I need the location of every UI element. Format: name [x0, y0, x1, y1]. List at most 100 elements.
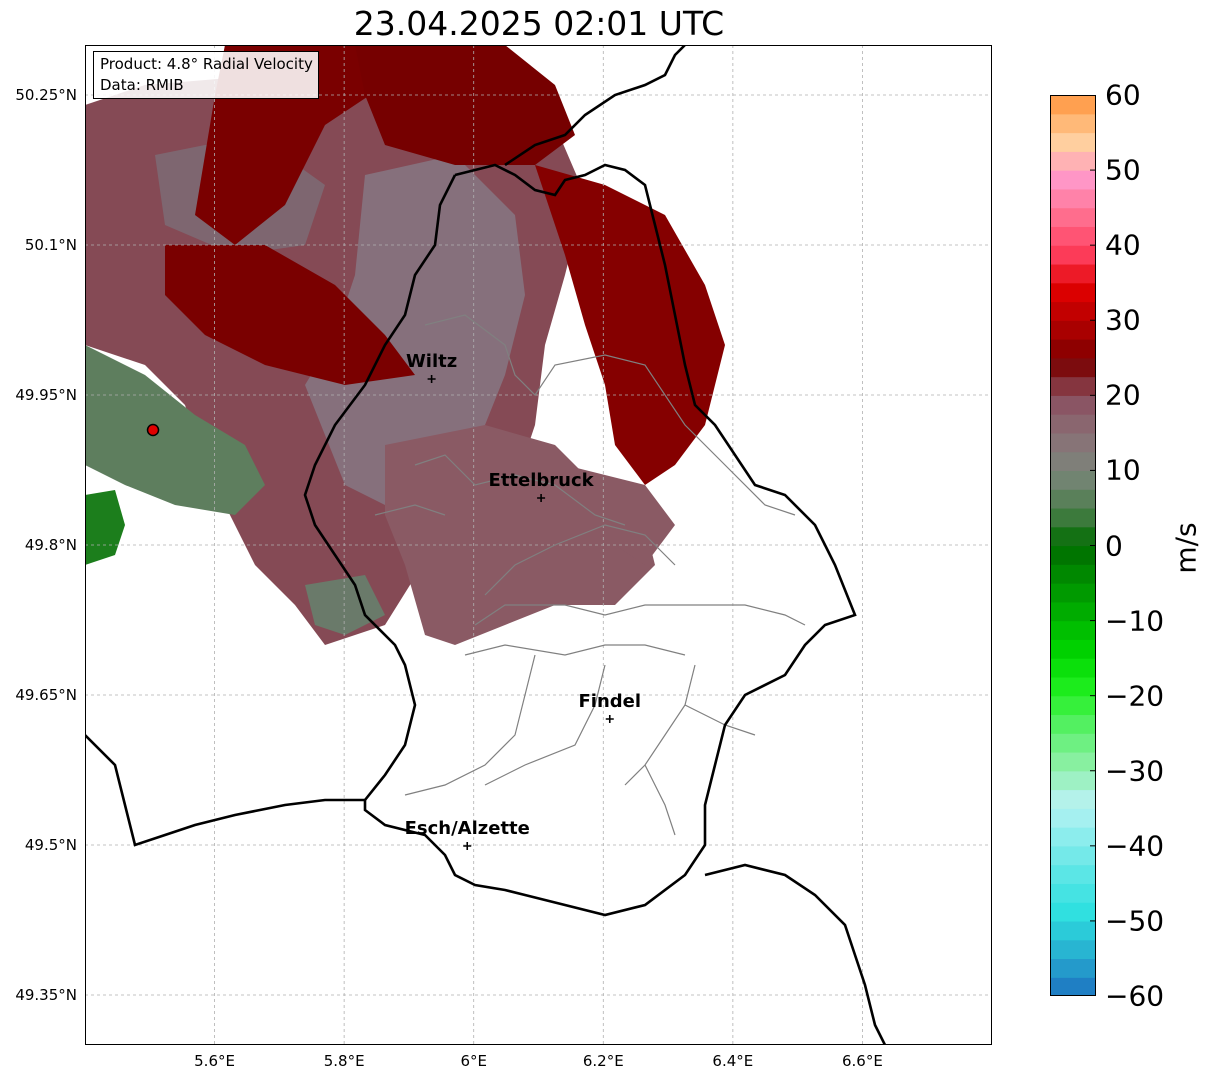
city-marker-3 [463, 842, 472, 850]
colorbar-label-0: 60 [1105, 78, 1141, 112]
colorbar-band-44 [1050, 151, 1096, 171]
product-info-box: Product: 4.8° Radial Velocity Data: RMIB [93, 51, 319, 99]
colorbar-band-22 [1050, 564, 1096, 584]
city-label-wiltz: Wiltz [405, 351, 458, 372]
y-tick-label-5: 49.5°N [24, 836, 77, 854]
colorbar-band-38 [1050, 263, 1096, 284]
colorbar-label-6: 0 [1105, 529, 1123, 562]
colorbar-label-4: 20 [1105, 378, 1141, 412]
echo-recede-east-band [535, 165, 725, 485]
colorbar-band-41 [1050, 207, 1096, 227]
colorbar-band-37 [1050, 282, 1096, 303]
colorbar-label-9: −30 [1105, 754, 1165, 788]
y-tick-label-6: 49.35°N [15, 986, 77, 1004]
echo-recede-core-nw [355, 45, 575, 165]
colorbar-band-5 [1050, 883, 1096, 903]
colorbar-band-23 [1050, 545, 1096, 565]
colorbar-band-47 [1050, 95, 1096, 115]
colorbar-band-40 [1050, 226, 1096, 246]
colorbar-band-39 [1050, 245, 1096, 265]
colorbar-label-8: −20 [1105, 679, 1165, 713]
colorbar-label-3: 30 [1105, 303, 1141, 337]
colorbar-band-16 [1050, 676, 1096, 697]
y-tick-label-3: 49.8°N [24, 536, 77, 554]
colorbar-band-18 [1050, 639, 1096, 659]
colorbar-band-7 [1050, 845, 1096, 866]
colorbar-band-19 [1050, 620, 1096, 640]
product-label: Product: 4.8° Radial Velocity [100, 55, 313, 73]
colorbar-label-1: 50 [1105, 153, 1141, 187]
echo-near-zero-green-2 [305, 575, 385, 635]
city-marker-0 [427, 375, 436, 383]
colorbar-band-31 [1050, 395, 1096, 415]
radar-map [85, 45, 992, 1045]
colorbar-label-7: −10 [1105, 604, 1165, 638]
colorbar-band-4 [1050, 902, 1096, 922]
colorbar-band-25 [1050, 507, 1096, 528]
colorbar-band-0 [1050, 977, 1096, 996]
colorbar-band-26 [1050, 489, 1096, 509]
radar-echoes [85, 45, 725, 645]
colorbar-band-33 [1050, 357, 1096, 378]
x-tick-label-4: 6.4°E [712, 1052, 754, 1070]
colorbar-band-1 [1050, 958, 1096, 978]
colorbar-label-12: −60 [1105, 979, 1165, 1013]
colorbar-band-34 [1050, 339, 1096, 359]
city-label-esch-alzette: Esch/Alzette [404, 818, 530, 839]
colorbar-band-45 [1050, 132, 1096, 152]
x-tick-label-3: 6.2°E [582, 1052, 624, 1070]
echo-near-zero-green [85, 345, 265, 515]
colorbar-band-36 [1050, 301, 1096, 321]
city-markers [427, 375, 614, 850]
y-tick-label-1: 50.1°N [24, 236, 77, 254]
colorbar-band-24 [1050, 526, 1096, 547]
colorbar-label-11: −50 [1105, 904, 1165, 938]
colorbar-band-13 [1050, 733, 1096, 753]
colorbar-band-32 [1050, 376, 1096, 396]
colorbar-band-2 [1050, 939, 1096, 960]
map-border [85, 45, 992, 1045]
colorbar-band-42 [1050, 188, 1096, 209]
city-label-findel: Findel [578, 691, 642, 712]
city-label-ettelbruck: Ettelbruck [488, 470, 594, 491]
map-title: 23.04.2025 02:01 UTC [353, 4, 725, 43]
colorbar-band-3 [1050, 920, 1096, 941]
x-tick-label-5: 6.6°E [842, 1052, 883, 1070]
colorbar-band-28 [1050, 451, 1096, 472]
colorbar-band-14 [1050, 714, 1096, 734]
x-tick-label-2: 6°E [460, 1052, 487, 1070]
colorbar-band-43 [1050, 170, 1096, 190]
x-tick-label-0: 5.6°E [194, 1052, 235, 1070]
colorbar-band-9 [1050, 808, 1096, 828]
colorbar-band-20 [1050, 601, 1096, 622]
velocity-colorbar [1050, 95, 1096, 996]
x-tick-label-1: 5.8°E [323, 1052, 365, 1070]
colorbar-band-27 [1050, 470, 1096, 490]
y-tick-label-2: 49.95°N [15, 386, 77, 404]
radar-site-marker [146, 423, 160, 437]
city-marker-2 [605, 715, 614, 723]
colorbar-label-2: 40 [1105, 228, 1141, 262]
colorbar-band-12 [1050, 751, 1096, 772]
echo-approach [85, 490, 125, 565]
colorbar-band-6 [1050, 864, 1096, 884]
city-marker-1 [537, 494, 546, 502]
echo-near-zero-grey [305, 155, 525, 505]
echo-recede-se [565, 465, 675, 565]
y-tick-label-0: 50.25°N [15, 86, 77, 104]
colorbar-band-21 [1050, 583, 1096, 603]
colorbar-label-5: 10 [1105, 453, 1141, 487]
colorbar-band-15 [1050, 695, 1096, 716]
colorbar-band-11 [1050, 770, 1096, 791]
canton-boundaries [374, 314, 806, 836]
colorbar-band-29 [1050, 432, 1096, 453]
y-tick-label-4: 49.65°N [15, 686, 77, 704]
map-frame[interactable] [85, 45, 992, 1045]
colorbar-band-8 [1050, 827, 1096, 847]
colorbar-unit-label: m/s [1169, 522, 1203, 574]
colorbar-band-46 [1050, 113, 1096, 134]
echo-recede-core-west [165, 245, 415, 385]
colorbar-band-30 [1050, 414, 1096, 434]
colorbar-band-17 [1050, 658, 1096, 678]
country-borders [85, 45, 887, 1045]
